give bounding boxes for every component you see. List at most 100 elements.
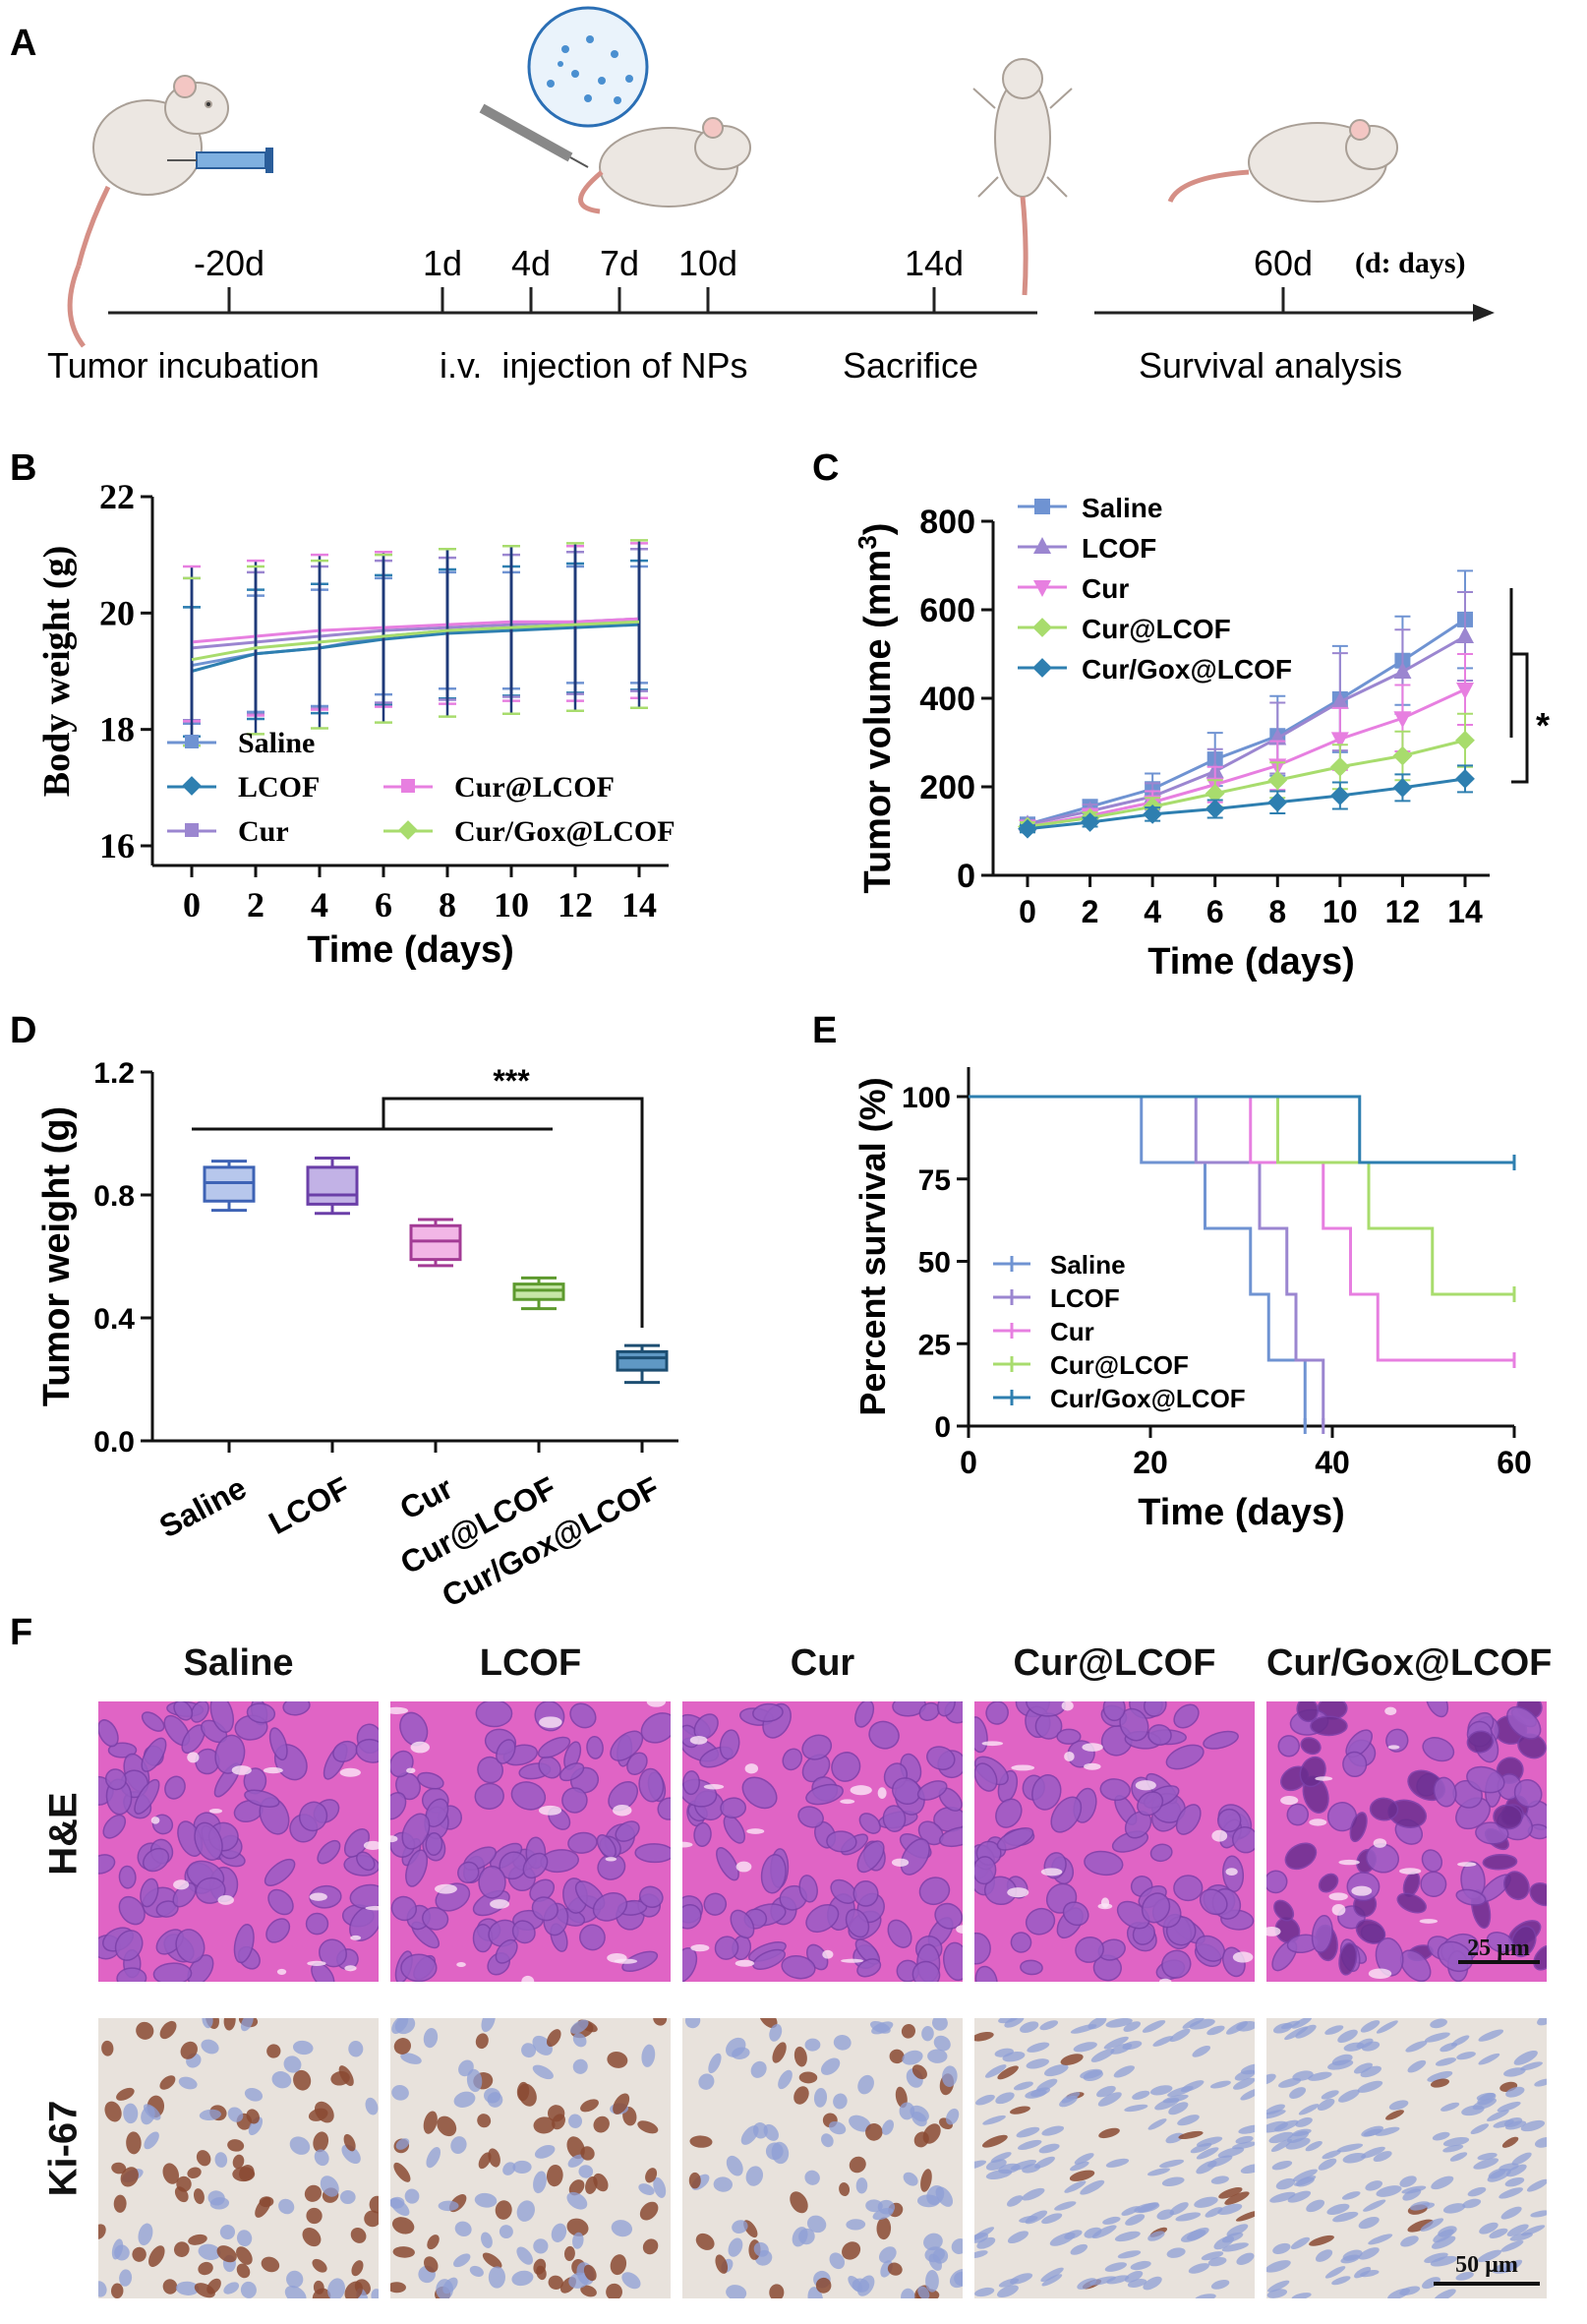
ki67-stain-image <box>974 2018 1255 2298</box>
legend-marker-c <box>1033 580 1051 597</box>
y-tick-label-e: 50 <box>918 1247 951 1280</box>
ki67-stain-image <box>682 2018 963 2298</box>
legend-label-e: Cur/Gox@LCOF <box>1050 1384 1246 1413</box>
y-tick-label-d: 0.0 <box>93 1426 135 1459</box>
he-stain-image <box>390 1701 671 1982</box>
x-tick-label-c: 0 <box>1019 894 1036 929</box>
scale-label-ki67: 50 µm <box>1455 2252 1518 2278</box>
timeline-label-survival: Survival analysis <box>1139 345 1402 386</box>
x-tick-label-e: 40 <box>1315 1445 1350 1480</box>
y-axis-label-e: Percent survival (%) <box>852 1077 893 1415</box>
series-line-b-1 <box>191 623 640 673</box>
survival-curve-3 <box>969 1095 1514 1296</box>
box-d <box>512 1282 565 1301</box>
y-tick-label-e: 0 <box>934 1411 951 1444</box>
data-point-c <box>1329 756 1350 777</box>
y-tick-label-b: 22 <box>99 477 135 516</box>
x-tick-label-e: 0 <box>960 1445 977 1480</box>
sig-bracket-c <box>1511 652 1529 784</box>
panel-letter-c: C <box>812 447 839 489</box>
x-tick-label-d: Saline <box>153 1469 252 1544</box>
he-stain-image: 25 µm <box>1266 1701 1547 1982</box>
legend-marker-b <box>401 779 415 793</box>
panel-letter-f: F <box>10 1612 32 1653</box>
panel-letter-e: E <box>812 1010 837 1051</box>
timeline-tick-label: 4d <box>511 243 551 283</box>
x-tick-label-b: 8 <box>439 885 456 924</box>
legend-label-b: LCOF <box>238 771 320 804</box>
legend-marker-b <box>182 776 202 796</box>
y-axis-label-b: Body weight (g) <box>36 546 78 797</box>
panel-letter-d: D <box>10 1010 36 1051</box>
x-tick-label-c: 6 <box>1206 894 1224 929</box>
y-axis-label-d: Tumor weight (g) <box>36 1106 78 1406</box>
legend-marker-c <box>1033 537 1051 554</box>
timeline-tick-label: 14d <box>905 243 964 283</box>
x-axis-label-c: Time (days) <box>1147 941 1354 983</box>
x-tick-label-e: 20 <box>1133 1445 1168 1480</box>
y-axis-label-c: Tumor volume (mm3) <box>852 523 899 894</box>
he-stain-image <box>974 1701 1255 1982</box>
f-row-label-he: H&E <box>41 1792 86 1876</box>
data-point-c <box>1018 818 1037 839</box>
ki67-stain-image: 50 µm <box>1266 2018 1547 2298</box>
timeline-tick-label: -20d <box>194 243 264 283</box>
he-stain-image <box>98 1701 379 1982</box>
data-point-c <box>1330 691 1349 709</box>
y-tick-label-c: 200 <box>919 769 975 806</box>
scale-label-he: 25 µm <box>1467 1936 1530 1961</box>
f-column-label-cur-gox-lcof: Cur/Gox@LCOF <box>1266 1642 1553 1684</box>
timeline-panel: -20d 1d 4d 7d 10d 14d 60d (d: days) Tumor incu… <box>47 6 1495 386</box>
box-d <box>409 1223 462 1262</box>
x-tick-label-c: 4 <box>1144 894 1161 929</box>
nanoparticle-bubble-icon <box>527 6 649 128</box>
tumor-weight-chart: 0.0 0.4 0.8 1.2 Tumor weight (g) Saline LCOF Cu… <box>36 1057 678 1614</box>
series-line-b-3 <box>191 617 640 644</box>
y-tick-label-d: 0.4 <box>93 1303 135 1336</box>
legend-label-c: Saline <box>1082 493 1162 523</box>
y-tick-label-d: 0.8 <box>93 1180 135 1213</box>
y-tick-label-e: 75 <box>918 1164 951 1197</box>
x-tick-label-d: LCOF <box>263 1469 355 1541</box>
legend-label-c: Cur/Gox@LCOF <box>1082 654 1292 685</box>
data-point-c <box>1329 786 1350 805</box>
series-line-b-4 <box>191 620 640 662</box>
data-point-c <box>1455 769 1475 789</box>
x-tick-label-e: 60 <box>1497 1445 1532 1480</box>
legend-marker-c <box>1032 618 1052 637</box>
legend-marker-b <box>185 735 199 748</box>
y-tick-label-b: 20 <box>99 593 135 632</box>
sig-stars-d: *** <box>493 1063 530 1099</box>
data-point-c <box>1456 626 1474 643</box>
mouse-illustration-4 <box>1167 119 1398 204</box>
box-d <box>616 1349 669 1372</box>
data-point-c <box>1080 812 1100 832</box>
data-point-c <box>1267 792 1288 812</box>
data-point-c <box>1392 778 1413 798</box>
x-tick-label-c: 12 <box>1385 894 1421 929</box>
data-point-c <box>1205 783 1225 804</box>
mouse-illustration-3 <box>972 58 1073 296</box>
legend-label-c: Cur <box>1082 573 1129 604</box>
data-point-c <box>1393 711 1412 729</box>
legend-label-c: Cur@LCOF <box>1082 614 1231 644</box>
legend-label-e: Cur <box>1050 1317 1094 1346</box>
timeline-tick-label: 60d <box>1254 243 1313 283</box>
y-tick-label-d: 1.2 <box>93 1057 135 1090</box>
legend-label-b: Cur <box>238 815 289 848</box>
f-column-label-cur: Cur <box>790 1642 855 1684</box>
timeline-tick-label: 1d <box>423 243 462 283</box>
mouse-illustration-2 <box>578 117 751 214</box>
x-tick-label-c: 14 <box>1447 894 1483 929</box>
body-weight-chart: 16 18 20 22 0 2 4 6 8 10 12 14 Time (days) Body weigh… <box>36 477 676 971</box>
x-tick-label-b: 2 <box>247 885 264 924</box>
legend-label-e: Saline <box>1050 1250 1126 1280</box>
f-row-label-ki67: Ki-67 <box>41 2100 86 2197</box>
data-point-c <box>1392 745 1413 766</box>
timeline-tick-label: 10d <box>678 243 737 283</box>
timeline-label-sacrifice: Sacrifice <box>843 345 978 386</box>
data-point-c <box>1393 662 1412 679</box>
f-column-label-lcof: LCOF <box>479 1642 582 1684</box>
y-tick-label-b: 16 <box>99 826 135 865</box>
